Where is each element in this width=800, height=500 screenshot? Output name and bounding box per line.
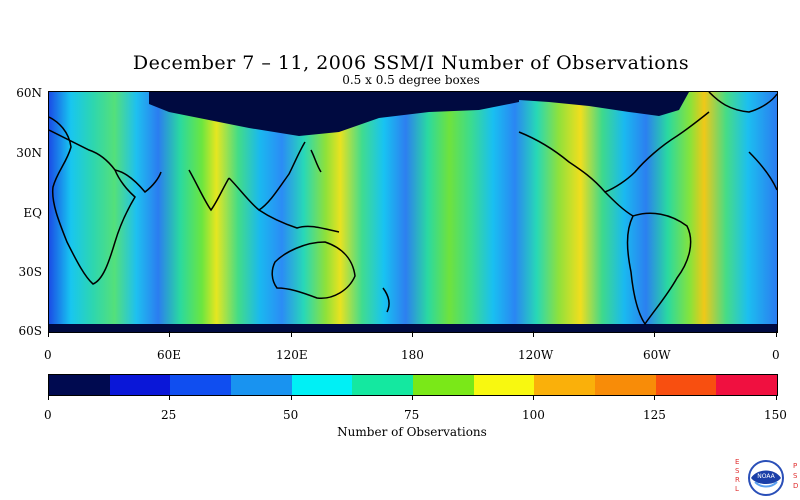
lon-tick <box>654 331 655 337</box>
colorbar-segment <box>595 375 656 395</box>
colorbar-tick <box>48 395 49 400</box>
colorbar-segment <box>291 375 353 395</box>
colorbar-segment <box>170 375 232 395</box>
colorbar-tick <box>654 395 655 400</box>
colorbar-segment <box>413 375 474 395</box>
observation-map <box>48 91 778 333</box>
colorbar <box>48 374 778 396</box>
colorbar-segment <box>352 375 414 395</box>
colorbar-segment <box>231 375 292 395</box>
coastlines <box>49 92 777 326</box>
colorbar-label-125: 125 <box>643 408 666 422</box>
colorbar-segment <box>109 375 171 395</box>
colorbar-segment <box>655 375 717 395</box>
colorbar-segment <box>49 375 110 395</box>
colorbar-segment <box>473 375 535 395</box>
noaa-emblem-icon: NOAA <box>748 460 784 496</box>
logo-letter: E <box>735 458 740 466</box>
colorbar-label-0: 0 <box>44 408 52 422</box>
colorbar-label-25: 25 <box>161 408 177 422</box>
lat-label-60s: 60S <box>18 324 43 338</box>
lon-label-60e: 60E <box>157 348 182 362</box>
lon-label-120w: 120W <box>518 348 554 362</box>
logo-letter: S <box>735 467 740 475</box>
lon-tick <box>776 331 777 337</box>
logo-letter: D <box>793 482 799 490</box>
lon-tick <box>412 331 413 337</box>
lon-tick <box>169 331 170 337</box>
map-subtitle: 0.5 x 0.5 degree boxes <box>342 73 480 87</box>
logo-letter: S <box>793 472 798 480</box>
logo-center-text: NOAA <box>757 473 775 480</box>
logo-letter: R <box>735 476 740 484</box>
lon-label-60w: 60W <box>643 348 671 362</box>
lon-label-120e: 120E <box>276 348 308 362</box>
lat-label-60n: 60N <box>16 86 42 100</box>
noaa-logo: E S R L NOAA P S D <box>733 458 799 498</box>
lon-tick <box>48 331 49 337</box>
colorbar-tick <box>412 395 413 400</box>
lon-label-180: 180 <box>401 348 424 362</box>
colorbar-segment <box>534 375 596 395</box>
colorbar-label-100: 100 <box>522 408 545 422</box>
lat-label-30s: 30S <box>18 265 43 279</box>
colorbar-tick <box>291 395 292 400</box>
colorbar-label-75: 75 <box>404 408 420 422</box>
colorbar-tick <box>776 395 777 400</box>
colorbar-tick <box>533 395 534 400</box>
colorbar-title: Number of Observations <box>337 425 487 439</box>
colorbar-tick <box>169 395 170 400</box>
map-overlay <box>49 92 777 332</box>
colorbar-segment <box>716 375 778 395</box>
logo-letter: P <box>793 462 798 470</box>
lat-label-30n: 30N <box>16 146 42 160</box>
lon-tick <box>533 331 534 337</box>
dark-region-antarctic <box>49 324 777 332</box>
dark-region-greenland <box>489 92 689 116</box>
colorbar-label-50: 50 <box>283 408 299 422</box>
logo-letter: L <box>735 485 739 493</box>
colorbar-label-150: 150 <box>764 408 787 422</box>
dark-region-arctic <box>149 92 519 136</box>
lat-label-eq: EQ <box>23 206 42 220</box>
lon-tick <box>291 331 292 337</box>
lon-label-0-right: 0 <box>772 348 780 362</box>
lon-label-0: 0 <box>44 348 52 362</box>
map-title: December 7 – 11, 2006 SSM/I Number of Ob… <box>132 52 690 74</box>
